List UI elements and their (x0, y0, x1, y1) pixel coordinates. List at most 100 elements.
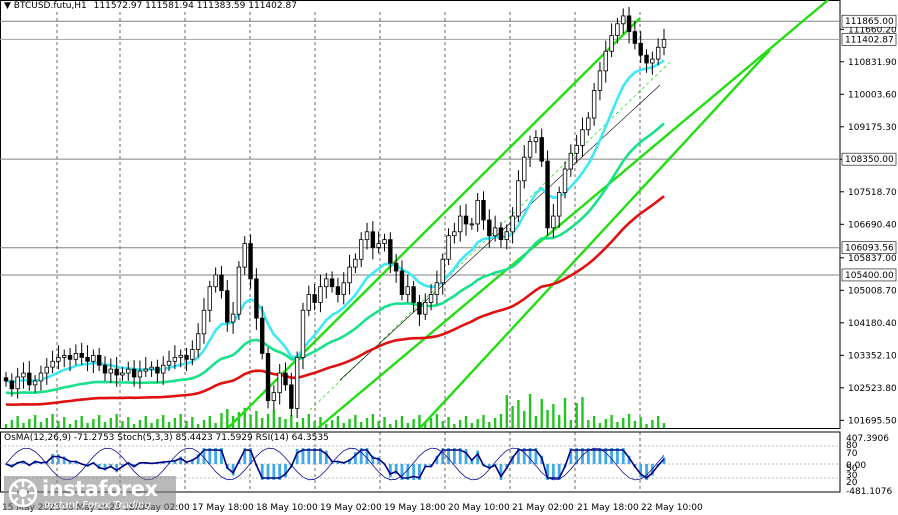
level-label-box (841, 33, 897, 46)
ema-mid-line (5, 122, 665, 395)
volume-bar (179, 414, 182, 428)
osma-bar (464, 449, 468, 464)
osma-bar (470, 459, 474, 464)
volume-bar (546, 410, 549, 428)
volume-bar (523, 411, 526, 428)
osma-bar (202, 448, 206, 464)
candle-body (312, 294, 317, 303)
price-tick-label: 106690.40 (848, 220, 897, 230)
osma-bar (476, 450, 480, 464)
candle-body (91, 354, 96, 362)
candle-body (161, 364, 166, 374)
volume-bar (616, 422, 619, 428)
volume-bar (511, 406, 514, 428)
candle-body (172, 356, 178, 362)
volume-bar (412, 419, 415, 428)
osma-bar (353, 452, 357, 464)
candle-body (85, 356, 90, 362)
osma-bar (400, 464, 404, 480)
osma-bar (441, 448, 445, 464)
osma-bar (616, 448, 619, 464)
candle-body (184, 354, 189, 360)
volume-bar (639, 417, 642, 428)
level-label: 106093.56 (845, 244, 894, 254)
volume-bar (325, 424, 328, 428)
volume-bar (109, 418, 113, 428)
osma-bar (97, 464, 101, 469)
candle-body (73, 353, 79, 360)
osma-bar (231, 464, 235, 476)
osma-bar (604, 448, 608, 464)
candle-body (411, 286, 416, 303)
volume-bar (406, 423, 409, 428)
price-tick-label: 104180.40 (848, 319, 897, 329)
osma-bar (377, 457, 381, 464)
candle-body (96, 354, 102, 366)
osma-bar (534, 448, 538, 464)
volume-bar (249, 415, 252, 428)
volume-bar (307, 414, 310, 428)
osma-bar (610, 448, 613, 464)
osma-bar (307, 448, 311, 464)
osma-bar (173, 459, 177, 464)
osma-bar (336, 460, 340, 464)
candle-body (242, 243, 247, 268)
candle-body (661, 39, 667, 48)
candle-body (457, 215, 463, 233)
volume-bar (581, 397, 584, 428)
osma-bar (266, 464, 270, 480)
candle-body (650, 58, 655, 64)
osma-bar (190, 459, 194, 464)
volume-bar (528, 394, 532, 428)
candle-body (126, 368, 131, 374)
level-label: 111402.87 (845, 35, 894, 45)
candle-body (539, 137, 544, 162)
candle-body (248, 243, 253, 280)
candle-body (498, 227, 504, 241)
candle-body (265, 353, 271, 401)
candle-body (178, 354, 183, 358)
candle-body (545, 160, 550, 229)
volume-bar (592, 416, 596, 428)
osma-label: OsMA(12,26,9) -71.2753 (4, 433, 115, 443)
level-label-box (841, 241, 897, 255)
osma-bar (62, 456, 66, 464)
osma-bar (272, 464, 276, 480)
volume-bar (360, 422, 363, 428)
osma-bar (284, 464, 287, 478)
candle-body (353, 258, 358, 268)
candle-body (149, 366, 154, 370)
osma-bar (528, 448, 532, 464)
price-tick-label: 105008.70 (848, 286, 897, 296)
osma-bar (499, 464, 503, 480)
candle-body (294, 356, 300, 409)
volume-bar (290, 415, 293, 428)
volume-bar (587, 420, 590, 428)
volume-bar (138, 420, 142, 428)
candle-body (388, 239, 393, 264)
candle-body (556, 192, 562, 217)
candle-body (632, 31, 638, 44)
candle-body (399, 270, 405, 295)
candle-body (32, 380, 38, 386)
time-axis-label: 18 May 10:00 (256, 503, 318, 513)
candle-body (644, 54, 649, 64)
volume-bar (4, 424, 8, 428)
level-label-box (841, 152, 897, 166)
volume-bar (633, 421, 637, 428)
osma-bar (319, 448, 322, 464)
candle-body (376, 243, 381, 248)
candle-body (359, 239, 364, 260)
osma-bar (68, 460, 72, 464)
candle-body (393, 262, 399, 272)
candle-body (615, 23, 620, 36)
volume-bar (488, 422, 491, 428)
candle-body (609, 35, 614, 52)
volume-bar (208, 416, 212, 428)
candle-body (67, 354, 73, 360)
candle-body (289, 384, 294, 409)
volume-bar (167, 422, 171, 428)
volume-bar (74, 420, 78, 428)
volume-bar (132, 424, 136, 428)
